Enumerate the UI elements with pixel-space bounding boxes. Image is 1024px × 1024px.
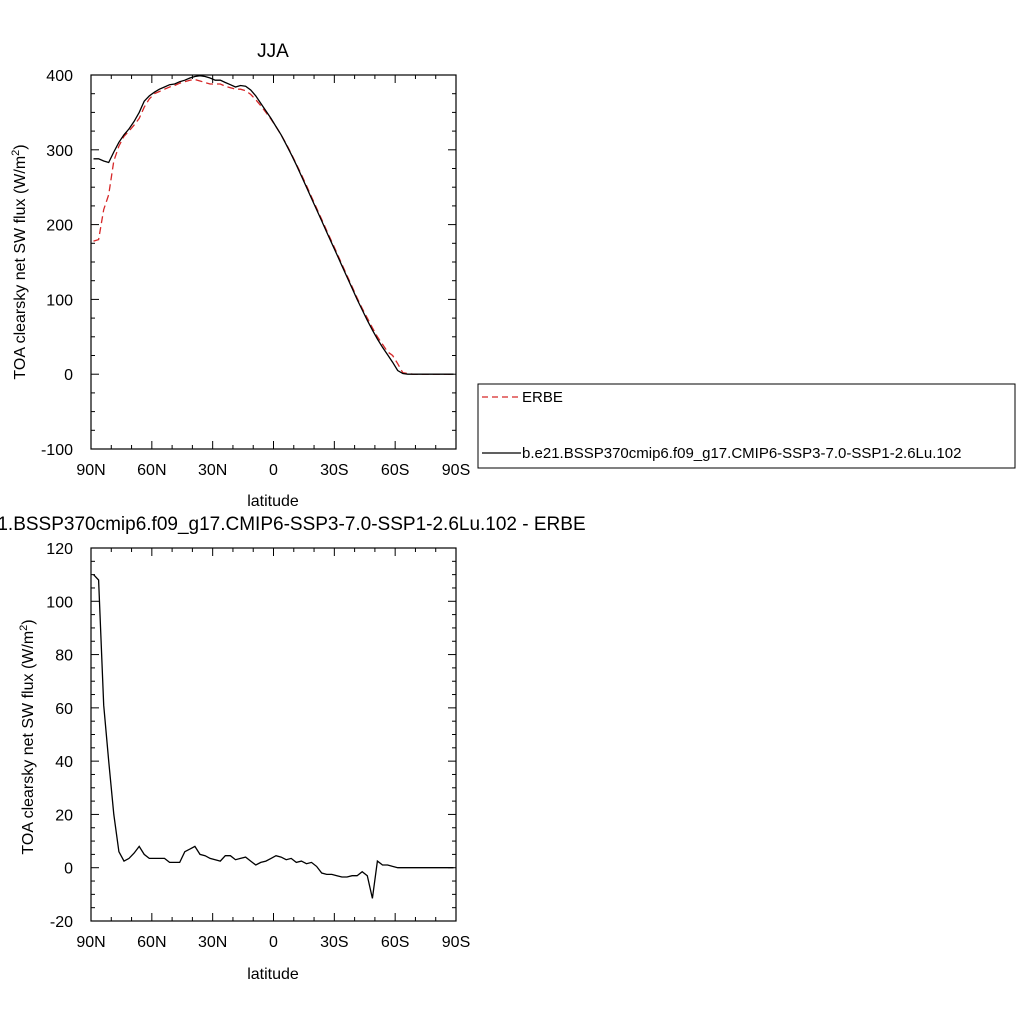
legend-box bbox=[477, 383, 1016, 469]
bottom-y-axis-title-main: TOA clearsky net SW flux (W/m bbox=[20, 631, 37, 855]
y-tick-label: -100 bbox=[41, 442, 73, 459]
x-tick-label: 90S bbox=[442, 462, 470, 479]
y-tick-label: 120 bbox=[46, 541, 73, 558]
bottom-x-axis-title: latitude bbox=[247, 966, 299, 983]
bottom-x-tick-labels: 90N 60N 30N 0 30S 60S 90S bbox=[76, 934, 470, 951]
y-tick-label: 80 bbox=[55, 648, 73, 665]
bottom-y-axis-title: TOA clearsky net SW flux (W/m2) bbox=[18, 619, 37, 854]
x-tick-label: 60N bbox=[137, 934, 166, 951]
x-tick-label: 30S bbox=[320, 934, 348, 951]
x-tick-label: 90N bbox=[76, 934, 105, 951]
bottom-y-tick-labels: -20 0 20 40 60 80 100 120 bbox=[46, 541, 73, 931]
panel-top: JJA 90N 60N 30N 0 30S 60S 90S -100 0 100 200 300 40… bbox=[10, 41, 470, 510]
series-line-model bbox=[93, 574, 454, 899]
y-tick-label: 0 bbox=[64, 861, 73, 878]
top-x-tick-labels: 90N 60N 30N 0 30S 60S 90S bbox=[76, 462, 470, 479]
panel-bottom: b.e21.BSSP370cmip6.f09_g17.CMIP6-SSP3-7.… bbox=[0, 514, 586, 983]
x-tick-label: 60S bbox=[381, 934, 409, 951]
x-tick-label: 0 bbox=[269, 462, 278, 479]
x-tick-label: 30N bbox=[198, 934, 227, 951]
y-tick-label: 60 bbox=[55, 701, 73, 718]
bottom-axis-ticks bbox=[90, 547, 457, 922]
top-axis-ticks bbox=[90, 74, 457, 450]
y-tick-label: 40 bbox=[55, 754, 73, 771]
y-tick-label: 300 bbox=[46, 143, 73, 160]
top-chart-title: JJA bbox=[257, 41, 289, 62]
y-tick-label: 400 bbox=[46, 68, 73, 85]
top-y-axis-title-sup: 2 bbox=[10, 150, 22, 156]
x-tick-label: 30N bbox=[198, 462, 227, 479]
y-tick-label: 100 bbox=[46, 292, 73, 309]
bottom-series-group bbox=[93, 574, 454, 899]
bottom-y-axis-title-end: ) bbox=[20, 619, 37, 624]
top-plot-frame bbox=[90, 74, 457, 450]
bottom-plot-frame bbox=[90, 547, 457, 922]
top-series-group bbox=[93, 75, 454, 375]
legend-label-model: b.e21.BSSP370cmip6.f09_g17.CMIP6-SSP3-7.… bbox=[522, 445, 961, 462]
x-tick-label: 60N bbox=[137, 462, 166, 479]
bottom-chart-title: b.e21.BSSP370cmip6.f09_g17.CMIP6-SSP3-7.… bbox=[0, 514, 586, 535]
legend-label-erbe: ERBE bbox=[522, 389, 563, 406]
y-tick-label: 0 bbox=[64, 367, 73, 384]
y-tick-label: 200 bbox=[46, 218, 73, 235]
x-tick-label: 0 bbox=[269, 934, 278, 951]
x-tick-label: 30S bbox=[320, 462, 348, 479]
x-tick-label: 90S bbox=[442, 934, 470, 951]
x-tick-label: 60S bbox=[381, 462, 409, 479]
top-y-axis-title: TOA clearsky net SW flux (W/m2) bbox=[10, 144, 29, 379]
top-y-axis-title-main: TOA clearsky net SW flux (W/m bbox=[12, 156, 29, 380]
bottom-y-axis-title-sup: 2 bbox=[18, 625, 30, 631]
y-tick-label: 20 bbox=[55, 807, 73, 824]
y-tick-label: -20 bbox=[50, 914, 73, 931]
x-tick-label: 90N bbox=[76, 462, 105, 479]
top-x-axis-title: latitude bbox=[247, 493, 299, 510]
series-line-model bbox=[93, 75, 454, 375]
top-y-axis-title-end: ) bbox=[12, 144, 29, 149]
top-y-tick-labels: -100 0 100 200 300 400 bbox=[41, 68, 73, 459]
legend: ERBE b.e21.BSSP370cmip6.f09_g17.CMIP6-SS… bbox=[477, 383, 1016, 469]
y-tick-label: 100 bbox=[46, 594, 73, 611]
